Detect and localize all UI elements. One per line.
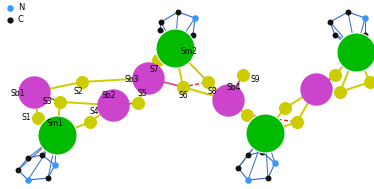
Point — [245, 178, 251, 181]
Point — [345, 10, 351, 13]
Point — [190, 33, 196, 36]
Point — [272, 161, 278, 164]
Point — [87, 121, 93, 124]
Point — [180, 85, 186, 88]
Text: C: C — [18, 15, 24, 25]
Point — [245, 153, 251, 156]
Point — [7, 19, 13, 22]
Text: S3: S3 — [42, 98, 52, 106]
Point — [353, 50, 359, 53]
Point — [25, 156, 31, 160]
Text: N: N — [18, 4, 24, 12]
Point — [192, 16, 198, 19]
Point — [205, 81, 211, 84]
Point — [262, 132, 268, 135]
Point — [362, 33, 368, 36]
Text: Sm1: Sm1 — [46, 119, 64, 128]
Point — [244, 113, 250, 116]
Point — [362, 16, 368, 19]
Point — [54, 133, 60, 136]
Text: S9: S9 — [250, 74, 260, 84]
Point — [175, 10, 181, 13]
Point — [31, 91, 37, 94]
Text: Sb4: Sb4 — [227, 84, 241, 92]
Point — [332, 74, 338, 77]
Point — [294, 121, 300, 124]
Point — [155, 58, 161, 61]
Point — [327, 20, 333, 23]
Point — [57, 101, 63, 104]
Point — [172, 36, 178, 40]
Point — [157, 29, 163, 32]
Point — [39, 153, 45, 156]
Point — [240, 74, 246, 77]
Text: Sb1: Sb1 — [11, 90, 25, 98]
Text: S8: S8 — [207, 87, 217, 95]
Point — [25, 178, 31, 181]
Text: Sb3: Sb3 — [125, 75, 139, 84]
Point — [313, 88, 319, 91]
Point — [347, 40, 353, 43]
Text: S1: S1 — [21, 114, 31, 122]
Point — [135, 101, 141, 105]
Point — [225, 98, 231, 101]
Text: Sb2: Sb2 — [102, 91, 116, 99]
Text: Sm2: Sm2 — [181, 47, 197, 57]
Text: S5: S5 — [137, 88, 147, 98]
Point — [145, 77, 151, 80]
Point — [282, 106, 288, 109]
Point — [337, 91, 343, 94]
Point — [15, 168, 21, 171]
Text: S4: S4 — [89, 108, 99, 116]
Point — [172, 46, 178, 50]
Point — [332, 33, 338, 36]
Point — [7, 6, 13, 9]
Point — [158, 20, 164, 23]
Point — [110, 104, 116, 107]
Point — [235, 167, 241, 170]
Text: S6: S6 — [178, 91, 188, 101]
Point — [79, 81, 85, 84]
Text: S2: S2 — [73, 87, 83, 95]
Point — [52, 163, 58, 167]
Point — [259, 150, 265, 153]
Point — [45, 177, 51, 180]
Text: S7: S7 — [149, 64, 159, 74]
Point — [265, 177, 271, 180]
Point — [35, 116, 41, 119]
Point — [367, 81, 373, 84]
